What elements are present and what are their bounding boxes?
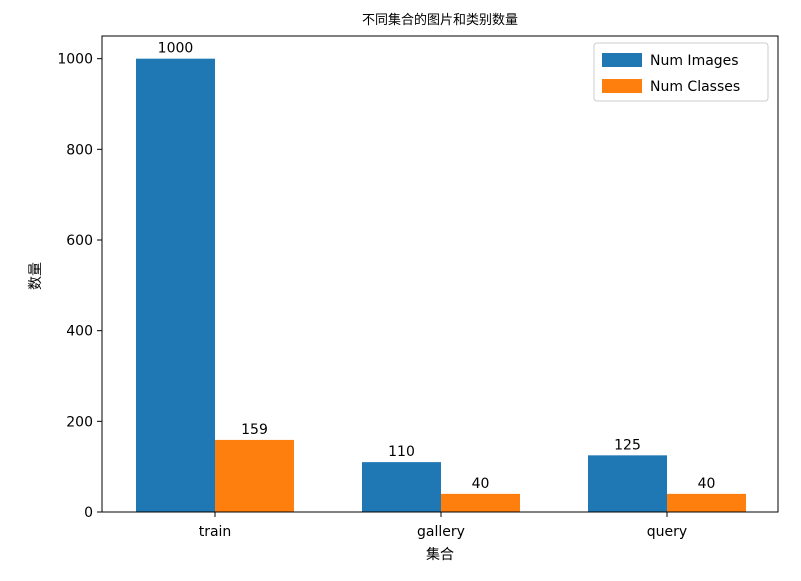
x-tick-label-gallery: gallery	[417, 524, 465, 540]
y-tick-label: 200	[66, 414, 93, 430]
y-tick-label: 400	[66, 324, 93, 340]
bar-num-images-query	[588, 455, 667, 512]
legend: Num Images Num Classes	[593, 42, 769, 102]
bar-value-label: 40	[698, 476, 716, 492]
bar-value-label: 1000	[158, 41, 194, 57]
x-tick-label-train: train	[199, 524, 232, 540]
legend-label-num-classes: Num Classes	[650, 79, 740, 95]
bar-value-label: 40	[472, 476, 490, 492]
bar-num-classes-train	[215, 439, 294, 512]
bar-num-classes-gallery	[441, 493, 520, 512]
bar-value-label: 125	[614, 437, 641, 453]
y-tick-label: 600	[66, 233, 93, 249]
x-axis-label: 集合	[426, 546, 454, 563]
chart-title: 不同集合的图片和类别数量	[362, 12, 518, 28]
legend-swatch-num-classes	[602, 79, 642, 93]
legend-swatch-num-images	[602, 53, 642, 67]
bar-value-label: 110	[388, 444, 415, 460]
y-tick-label: 0	[84, 505, 93, 521]
y-tick-label: 800	[66, 142, 93, 158]
x-tick-label-query: query	[647, 524, 687, 540]
legend-label-num-images: Num Images	[650, 53, 739, 69]
bar-num-images-train	[136, 58, 215, 513]
bar-value-label: 159	[241, 422, 268, 438]
plot-frame	[101, 35, 779, 513]
y-axis-label: 数量	[28, 262, 44, 290]
bar-num-images-gallery	[362, 462, 441, 512]
y-tick-label: 1000	[57, 52, 93, 68]
bar-num-classes-query	[667, 493, 746, 512]
